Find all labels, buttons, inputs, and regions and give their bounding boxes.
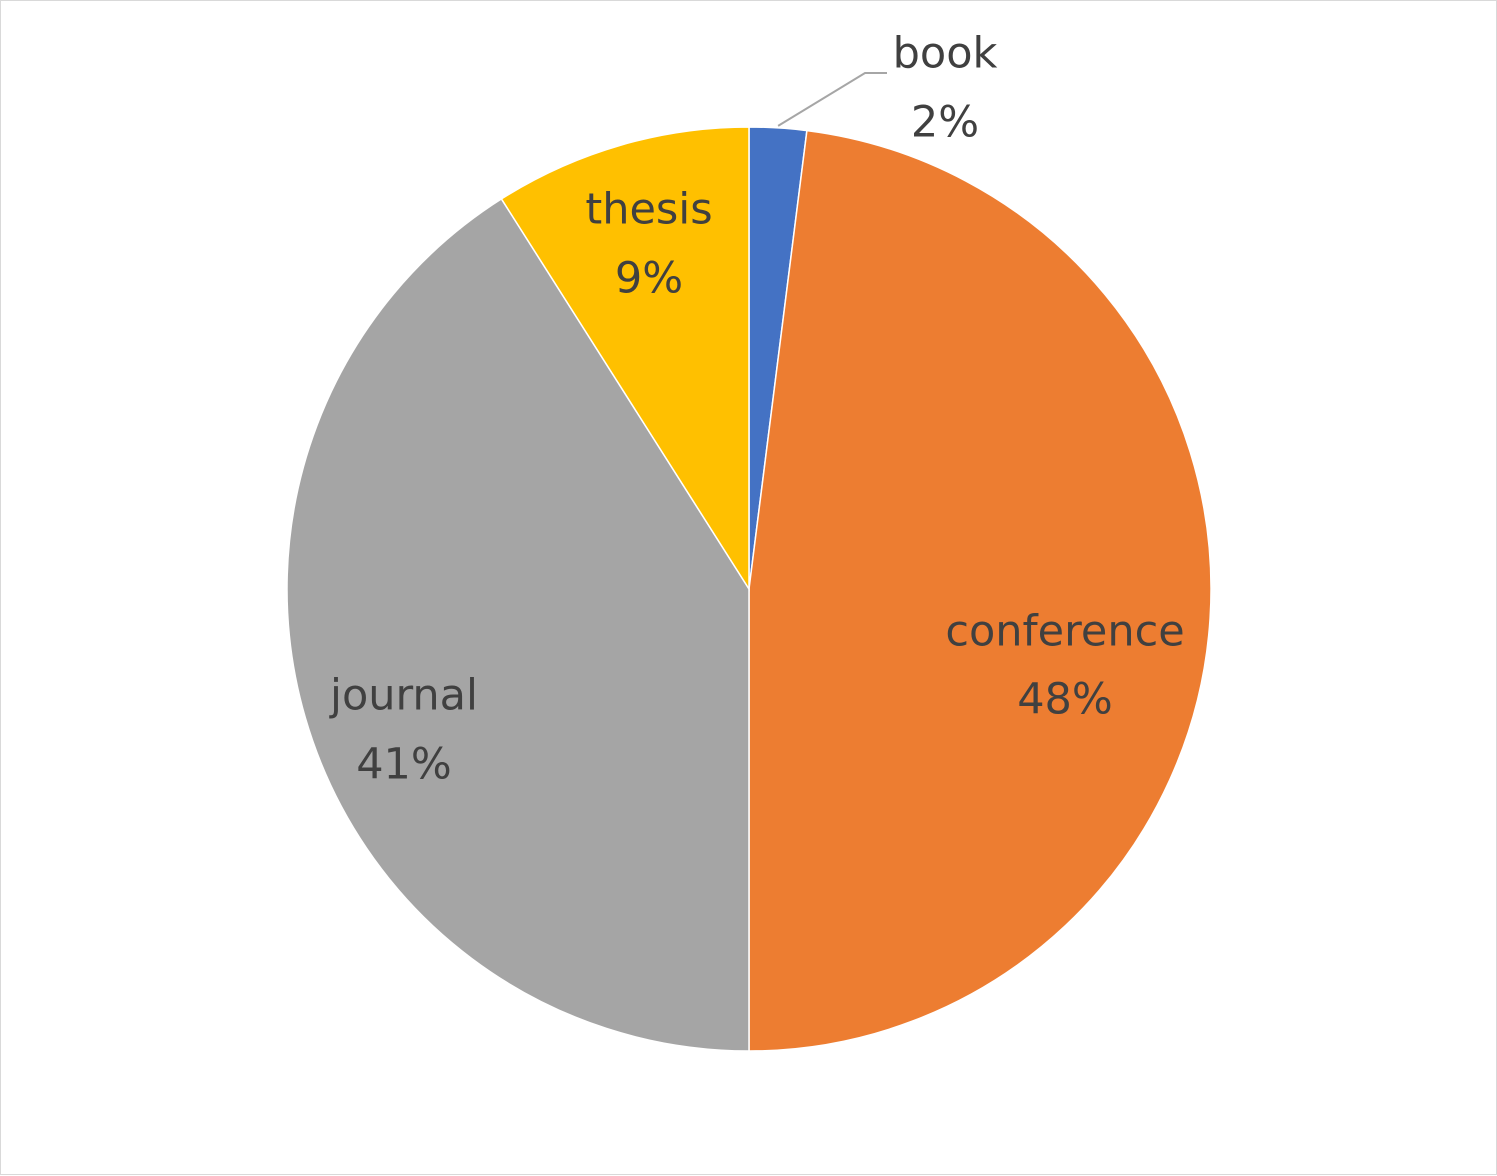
- leader-lines: [777, 72, 887, 127]
- pie-slices: [286, 126, 1212, 1052]
- pie-slice-thesis: [500, 126, 750, 592]
- pie-slice-conference: [748, 129, 1212, 1052]
- leader-line-book: [777, 72, 887, 127]
- slice-label-conference: conference: [945, 607, 1184, 657]
- slice-labels: book 2% conference 48% journal 41% thesis 9%: [329, 29, 1185, 790]
- slice-label-journal: journal: [329, 671, 478, 721]
- slice-percent-thesis: 9%: [615, 254, 683, 304]
- slice-percent-journal: 41%: [356, 740, 452, 790]
- slice-percent-conference: 48%: [1017, 675, 1113, 725]
- pie-slice-journal: [286, 197, 750, 1052]
- slice-percent-book: 2%: [911, 98, 979, 148]
- slice-label-book: book: [893, 29, 998, 79]
- slice-label-thesis: thesis: [585, 185, 712, 235]
